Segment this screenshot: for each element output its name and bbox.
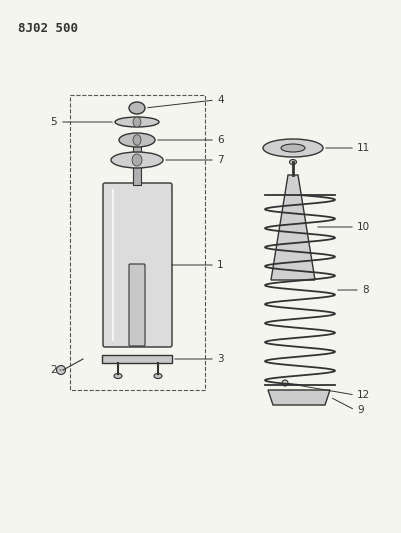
- Ellipse shape: [132, 154, 142, 166]
- Polygon shape: [268, 390, 330, 405]
- Ellipse shape: [114, 374, 122, 378]
- Text: 5: 5: [51, 117, 57, 127]
- Ellipse shape: [263, 139, 323, 157]
- Text: 11: 11: [357, 143, 370, 153]
- Polygon shape: [102, 355, 172, 363]
- Polygon shape: [271, 175, 315, 280]
- Ellipse shape: [133, 135, 141, 146]
- Ellipse shape: [281, 144, 305, 152]
- Text: 10: 10: [357, 222, 370, 232]
- Ellipse shape: [290, 159, 296, 165]
- FancyBboxPatch shape: [129, 264, 145, 346]
- Text: 12: 12: [357, 390, 370, 400]
- Text: 7: 7: [217, 155, 224, 165]
- Text: 1: 1: [217, 260, 224, 270]
- FancyBboxPatch shape: [103, 183, 172, 347]
- Ellipse shape: [111, 152, 163, 168]
- Text: 9: 9: [357, 405, 364, 415]
- Ellipse shape: [133, 117, 141, 127]
- Text: 3: 3: [217, 354, 224, 364]
- Ellipse shape: [282, 380, 288, 386]
- Polygon shape: [133, 140, 141, 185]
- Text: 6: 6: [217, 135, 224, 145]
- Text: 8J02 500: 8J02 500: [18, 22, 78, 35]
- Ellipse shape: [119, 133, 155, 147]
- Ellipse shape: [115, 117, 159, 127]
- Text: 8: 8: [362, 285, 369, 295]
- Ellipse shape: [57, 366, 65, 375]
- Text: 4: 4: [217, 95, 224, 105]
- Ellipse shape: [154, 374, 162, 378]
- Ellipse shape: [129, 102, 145, 114]
- Text: 2: 2: [51, 365, 57, 375]
